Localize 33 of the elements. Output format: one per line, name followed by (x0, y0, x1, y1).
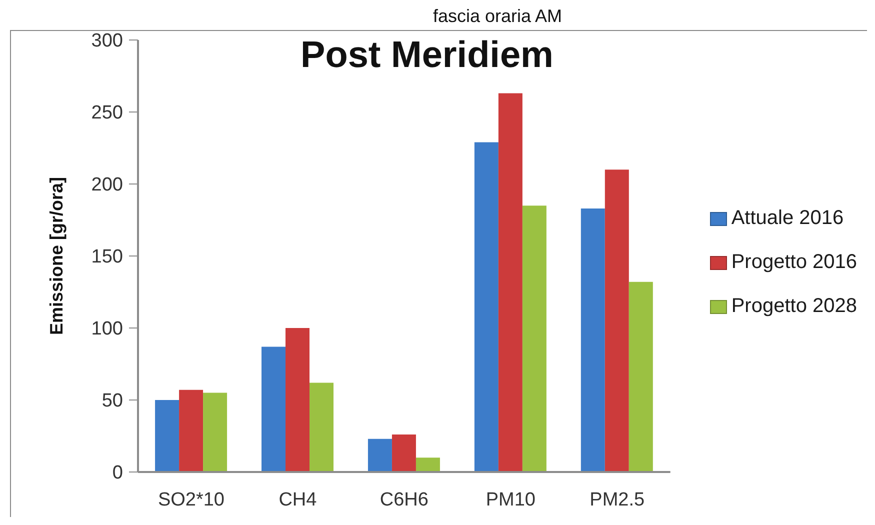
bar (522, 206, 546, 472)
legend-label: Progetto 2028 (731, 294, 857, 319)
y-tick-label: 100 (91, 318, 123, 340)
y-tick-label: 150 (91, 246, 123, 268)
bar (604, 170, 629, 472)
legend-label: Progetto 2016 (731, 250, 857, 275)
bar (498, 93, 522, 472)
bar (262, 346, 286, 472)
bar (155, 400, 180, 472)
bar (416, 458, 440, 472)
legend-label: Attuale 2016 (731, 206, 844, 231)
bar (286, 328, 310, 472)
y-tick-label: 300 (91, 30, 123, 52)
bar (392, 434, 416, 472)
x-tick-label: PM2.5 (590, 489, 645, 510)
y-tick-label: 200 (91, 174, 123, 196)
y-axis-title: Emissione [gr/ora] (46, 176, 66, 336)
bar (179, 390, 204, 472)
y-tick-label: 50 (102, 390, 123, 412)
bar (580, 208, 605, 472)
x-tick-label: SO2*10 (158, 489, 225, 510)
bar (203, 392, 228, 472)
bar (474, 142, 498, 472)
x-tick-label: CH4 (278, 489, 318, 510)
bar (628, 282, 653, 472)
y-tick-label: 250 (91, 102, 123, 124)
bar (368, 438, 392, 472)
x-tick-label: C6H6 (380, 489, 428, 510)
x-tick-label: PM10 (486, 489, 536, 510)
text: fascia oraria AM (432, 7, 564, 26)
chart-title: Post Meridiem (300, 34, 554, 76)
y-tick-label: 0 (112, 462, 123, 484)
bar (310, 382, 334, 472)
